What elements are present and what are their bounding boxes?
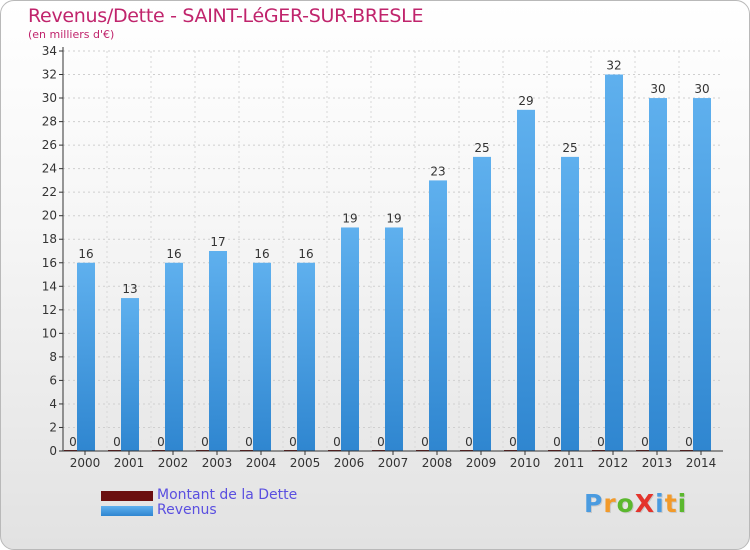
data-label-revenus: 16: [254, 247, 269, 261]
x-tick-label: 2010: [510, 456, 541, 470]
bar-revenus: [77, 262, 95, 451]
data-label-dette: 0: [421, 435, 429, 449]
proxiti-logo: ProXiti: [584, 489, 687, 518]
x-tick-label: 2009: [466, 456, 497, 470]
bar-revenus: [385, 227, 403, 451]
bar-revenus: [561, 156, 579, 451]
x-tick-label: 2008: [422, 456, 453, 470]
legend-label-revenus: Revenus: [157, 502, 217, 518]
bar-revenus: [473, 156, 491, 451]
bar-revenus: [297, 262, 315, 451]
bar-revenus: [121, 298, 139, 451]
bar-revenus: [341, 227, 359, 451]
logo-letter: i: [655, 489, 665, 518]
x-tick-label: 2014: [686, 456, 717, 470]
data-label-revenus: 29: [518, 94, 533, 108]
data-label-dette: 0: [685, 435, 693, 449]
data-label-dette: 0: [245, 435, 253, 449]
x-tick-label: 2012: [598, 456, 629, 470]
logo-letter: t: [664, 489, 678, 518]
x-tick-label: 2013: [642, 456, 673, 470]
data-label-dette: 0: [377, 435, 385, 449]
data-label-revenus: 17: [210, 235, 225, 249]
bar-revenus: [209, 251, 227, 451]
data-label-revenus: 25: [562, 141, 577, 155]
data-label-revenus: 16: [166, 247, 181, 261]
bar-revenus: [605, 74, 623, 451]
legend-swatch-revenus: [101, 506, 153, 516]
x-tick-label: 2000: [70, 456, 101, 470]
y-tick-label: 34: [42, 44, 57, 58]
y-tick-label: 12: [42, 303, 57, 317]
bar-revenus: [165, 262, 183, 451]
logo-letter: X: [634, 489, 656, 518]
data-label-dette: 0: [69, 435, 77, 449]
data-label-dette: 0: [641, 435, 649, 449]
data-label-dette: 0: [509, 435, 517, 449]
bar-revenus: [693, 98, 711, 451]
y-tick-label: 32: [42, 68, 57, 82]
logo-letter: r: [603, 489, 617, 518]
y-tick-label: 22: [42, 185, 57, 199]
y-tick-label: 4: [49, 397, 57, 411]
data-label-revenus: 16: [78, 247, 93, 261]
data-label-dette: 0: [201, 435, 209, 449]
y-tick-label: 28: [42, 115, 57, 129]
chart-title: Revenus/Dette - SAINT-LéGER-SUR-BRESLE: [28, 5, 424, 27]
data-label-dette: 0: [333, 435, 341, 449]
data-label-dette: 0: [465, 435, 473, 449]
y-tick-label: 10: [42, 326, 57, 340]
data-label-dette: 0: [289, 435, 297, 449]
logo-letter: o: [616, 489, 635, 518]
bar-revenus: [649, 98, 667, 451]
x-tick-label: 2004: [246, 456, 277, 470]
y-tick-label: 20: [42, 209, 57, 223]
y-tick-label: 6: [49, 373, 57, 387]
bar-revenus: [429, 180, 447, 452]
x-tick-label: 2011: [554, 456, 585, 470]
x-tick-label: 2006: [334, 456, 365, 470]
y-tick-label: 30: [42, 91, 57, 105]
chart-subtitle: (en milliers d'€): [28, 28, 115, 41]
legend-swatch-dette: [101, 491, 153, 501]
data-label-revenus: 25: [474, 141, 489, 155]
data-label-revenus: 13: [122, 282, 137, 296]
data-label-revenus: 30: [650, 82, 665, 96]
data-label-revenus: 32: [606, 59, 621, 73]
x-tick-label: 2007: [378, 456, 409, 470]
data-label-revenus: 30: [694, 82, 709, 96]
y-tick-label: 24: [42, 162, 57, 176]
bar-revenus: [253, 262, 271, 451]
legend-label-dette: Montant de la Dette: [157, 487, 298, 503]
data-label-revenus: 19: [342, 211, 357, 225]
y-tick-label: 16: [42, 256, 57, 270]
data-label-dette: 0: [553, 435, 561, 449]
data-label-revenus: 19: [386, 211, 401, 225]
y-tick-label: 0: [49, 444, 57, 458]
y-tick-label: 26: [42, 138, 57, 152]
data-label-dette: 0: [113, 435, 121, 449]
proxiti-logo-text: ProXiti: [584, 489, 687, 518]
y-tick-label: 14: [42, 279, 57, 293]
bar-revenus: [517, 109, 535, 451]
data-label-revenus: 23: [430, 164, 445, 178]
y-tick-label: 2: [49, 420, 57, 434]
y-tick-label: 18: [42, 232, 57, 246]
y-tick-label: 8: [49, 350, 57, 364]
data-label-revenus: 16: [298, 247, 313, 261]
data-label-dette: 0: [597, 435, 605, 449]
x-tick-label: 2005: [290, 456, 321, 470]
logo-letter: i: [677, 489, 688, 518]
logo-letter: P: [584, 489, 604, 518]
data-label-dette: 0: [157, 435, 165, 449]
bars: 0 16 0 13 0 16 0 17 0 16 0 16 0 19 0 19 0 23 0 25 0 29 0 25 0 32 0…: [64, 59, 711, 452]
x-tick-label: 2002: [158, 456, 189, 470]
x-tick-label: 2001: [114, 456, 145, 470]
x-tick-label: 2003: [202, 456, 233, 470]
